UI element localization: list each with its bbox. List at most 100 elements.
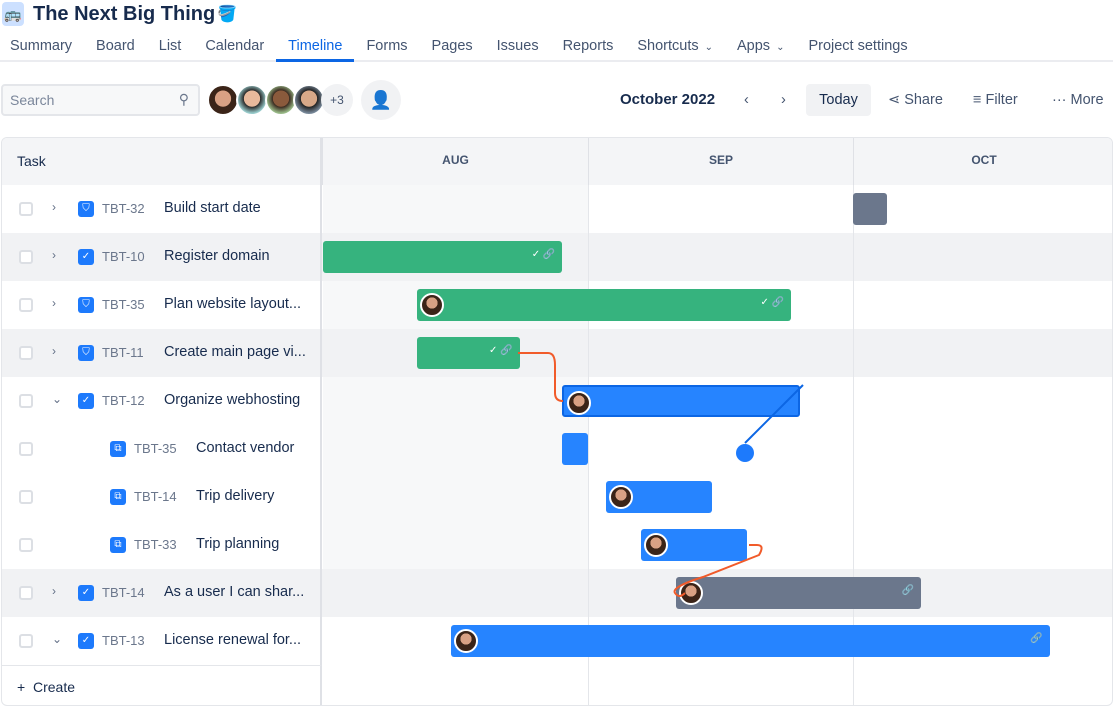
tab-timeline[interactable]: Timeline	[276, 36, 355, 62]
issue-summary[interactable]: Build start date	[164, 200, 261, 216]
tab-forms[interactable]: Forms	[354, 36, 419, 62]
epic-type-icon: ⛉	[78, 345, 94, 361]
timeline-bar[interactable]: ✓ 🔗	[417, 337, 520, 369]
tab-label: Project settings	[808, 38, 908, 54]
avatar[interactable]	[293, 84, 325, 116]
row-checkbox[interactable]	[19, 634, 33, 648]
issue-key[interactable]: TBT-10	[102, 249, 145, 264]
today-button[interactable]: Today	[806, 84, 871, 116]
tab-pages[interactable]: Pages	[420, 36, 485, 62]
chevron-right-icon[interactable]: ›	[52, 296, 56, 310]
tab-apps[interactable]: Apps ⌄	[725, 36, 796, 62]
timeline-bar[interactable]	[562, 385, 800, 417]
tab-label: Timeline	[288, 38, 343, 54]
timeline-bar[interactable]	[641, 529, 747, 561]
task-type-icon: ✓	[78, 249, 94, 265]
row-checkbox[interactable]	[19, 586, 33, 600]
tab-label: Issues	[496, 38, 539, 54]
issue-key[interactable]: TBT-13	[102, 633, 145, 648]
chevron-down-icon: ⌄	[776, 42, 785, 53]
month-divider	[853, 185, 854, 705]
timeline-bar[interactable]: 🔗	[676, 577, 922, 609]
tab-list[interactable]: List	[147, 36, 194, 62]
tab-shortcuts[interactable]: Shortcuts ⌄	[625, 36, 725, 62]
task-type-icon: ✓	[78, 633, 94, 649]
issue-summary[interactable]: Plan website layout...	[164, 296, 302, 312]
link-icon[interactable]: 🔗	[901, 585, 915, 596]
subtask-type-icon: ⧉	[110, 489, 126, 505]
tab-calendar[interactable]: Calendar	[193, 36, 276, 62]
issue-key[interactable]: TBT-14	[102, 585, 145, 600]
row-checkbox[interactable]	[19, 442, 33, 456]
issue-key[interactable]: TBT-35	[102, 297, 145, 312]
more-members-badge[interactable]: +3	[321, 84, 353, 116]
avatar[interactable]	[236, 84, 268, 116]
issue-summary[interactable]: Create main page vi...	[164, 344, 306, 360]
row-checkbox[interactable]	[19, 490, 33, 504]
check-link-icons[interactable]: ✓ 🔗	[489, 345, 513, 356]
timeline-bar[interactable]	[853, 193, 888, 225]
chevron-left-icon[interactable]: ‹	[744, 92, 749, 108]
timeline-bar[interactable]	[562, 433, 588, 465]
tab-summary[interactable]: Summary	[0, 36, 84, 62]
row-checkbox[interactable]	[19, 298, 33, 312]
tab-issues[interactable]: Issues	[485, 36, 551, 62]
share-button[interactable]: ⋖ Share	[888, 84, 943, 116]
paint-bucket-icon[interactable]: 🪣	[217, 6, 237, 23]
row-checkbox[interactable]	[19, 202, 33, 216]
create-button[interactable]: + Create	[2, 665, 322, 705]
tab-reports[interactable]: Reports	[551, 36, 626, 62]
row-checkbox[interactable]	[19, 250, 33, 264]
chevron-right-icon[interactable]: ›	[52, 584, 56, 598]
table-row[interactable]: ⧉ TBT-35 Contact vendor	[2, 425, 1112, 473]
issue-summary[interactable]: Register domain	[164, 248, 270, 264]
issue-summary[interactable]: Contact vendor	[196, 440, 295, 456]
issue-key[interactable]: TBT-12	[102, 393, 145, 408]
timeline-bar[interactable]: 🔗	[451, 625, 1050, 657]
task-cell: › ✓ TBT-14 As a user I can shar...	[2, 569, 322, 617]
issue-summary[interactable]: Organize webhosting	[164, 392, 301, 408]
tab-project-settings[interactable]: Project settings	[796, 36, 919, 62]
issue-key[interactable]: TBT-32	[102, 201, 145, 216]
row-checkbox[interactable]	[19, 538, 33, 552]
chevron-right-icon[interactable]: ›	[781, 92, 786, 108]
table-row[interactable]: ⧉ TBT-14 Trip delivery	[2, 473, 1112, 521]
avatar[interactable]	[207, 84, 239, 116]
project-logo-bus-icon: 🚌	[2, 2, 24, 26]
issue-key[interactable]: TBT-33	[134, 537, 177, 552]
search-input[interactable]: Search ⚲	[1, 84, 200, 116]
timeline-bar[interactable]: ✓ 🔗	[323, 241, 563, 273]
tab-label: Pages	[431, 38, 473, 54]
add-people-icon[interactable]: 👤	[361, 80, 401, 120]
issue-summary[interactable]: As a user I can shar...	[164, 584, 305, 600]
issue-summary[interactable]: License renewal for...	[164, 632, 302, 648]
issue-key[interactable]: TBT-14	[134, 489, 177, 504]
chevron-down-icon[interactable]: ⌄	[52, 392, 63, 406]
filter-button[interactable]: ≡ Filter	[973, 84, 1018, 116]
row-checkbox[interactable]	[19, 394, 33, 408]
table-row[interactable]: ⧉ TBT-33 Trip planning	[2, 521, 1112, 569]
task-column-header: Task	[2, 138, 322, 185]
issue-summary[interactable]: Trip delivery	[196, 488, 275, 504]
more-button[interactable]: ··· More	[1052, 84, 1104, 116]
timeline-bar[interactable]	[605, 481, 712, 513]
chevron-right-icon[interactable]: ›	[52, 344, 56, 358]
table-row[interactable]: › ⛉ TBT-32 Build start date	[2, 185, 1112, 233]
share-label: Share	[904, 92, 943, 108]
issue-summary[interactable]: Trip planning	[196, 536, 280, 552]
timeline-bar[interactable]: ✓ 🔗	[417, 289, 792, 321]
link-icon[interactable]: 🔗	[1030, 633, 1043, 644]
issue-key[interactable]: TBT-35	[134, 441, 177, 456]
check-link-icons[interactable]: ✓ 🔗	[760, 297, 785, 308]
chevron-right-icon[interactable]: ›	[52, 248, 56, 262]
issue-key[interactable]: TBT-11	[102, 345, 144, 360]
table-row[interactable]: ⌄ ✓ TBT-13 License renewal for...	[2, 617, 1112, 665]
row-checkbox[interactable]	[19, 346, 33, 360]
table-row[interactable]: › ✓ TBT-14 As a user I can shar...	[2, 569, 1112, 617]
check-link-icons[interactable]: ✓ 🔗	[531, 249, 556, 260]
avatar[interactable]	[265, 84, 297, 116]
epic-type-icon: ⛉	[78, 297, 94, 313]
chevron-right-icon[interactable]: ›	[52, 200, 56, 214]
tab-board[interactable]: Board	[84, 36, 147, 62]
chevron-down-icon[interactable]: ⌄	[52, 632, 63, 646]
